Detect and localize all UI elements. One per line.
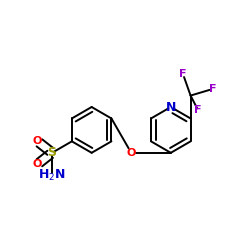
Text: S: S (48, 146, 56, 159)
Text: N: N (166, 100, 176, 114)
Text: O: O (33, 159, 42, 169)
Text: F: F (194, 105, 202, 115)
Text: O: O (126, 148, 136, 158)
Text: F: F (179, 69, 187, 79)
Text: O: O (33, 136, 42, 146)
Text: F: F (209, 84, 216, 94)
Text: H$_2$N: H$_2$N (38, 168, 66, 183)
